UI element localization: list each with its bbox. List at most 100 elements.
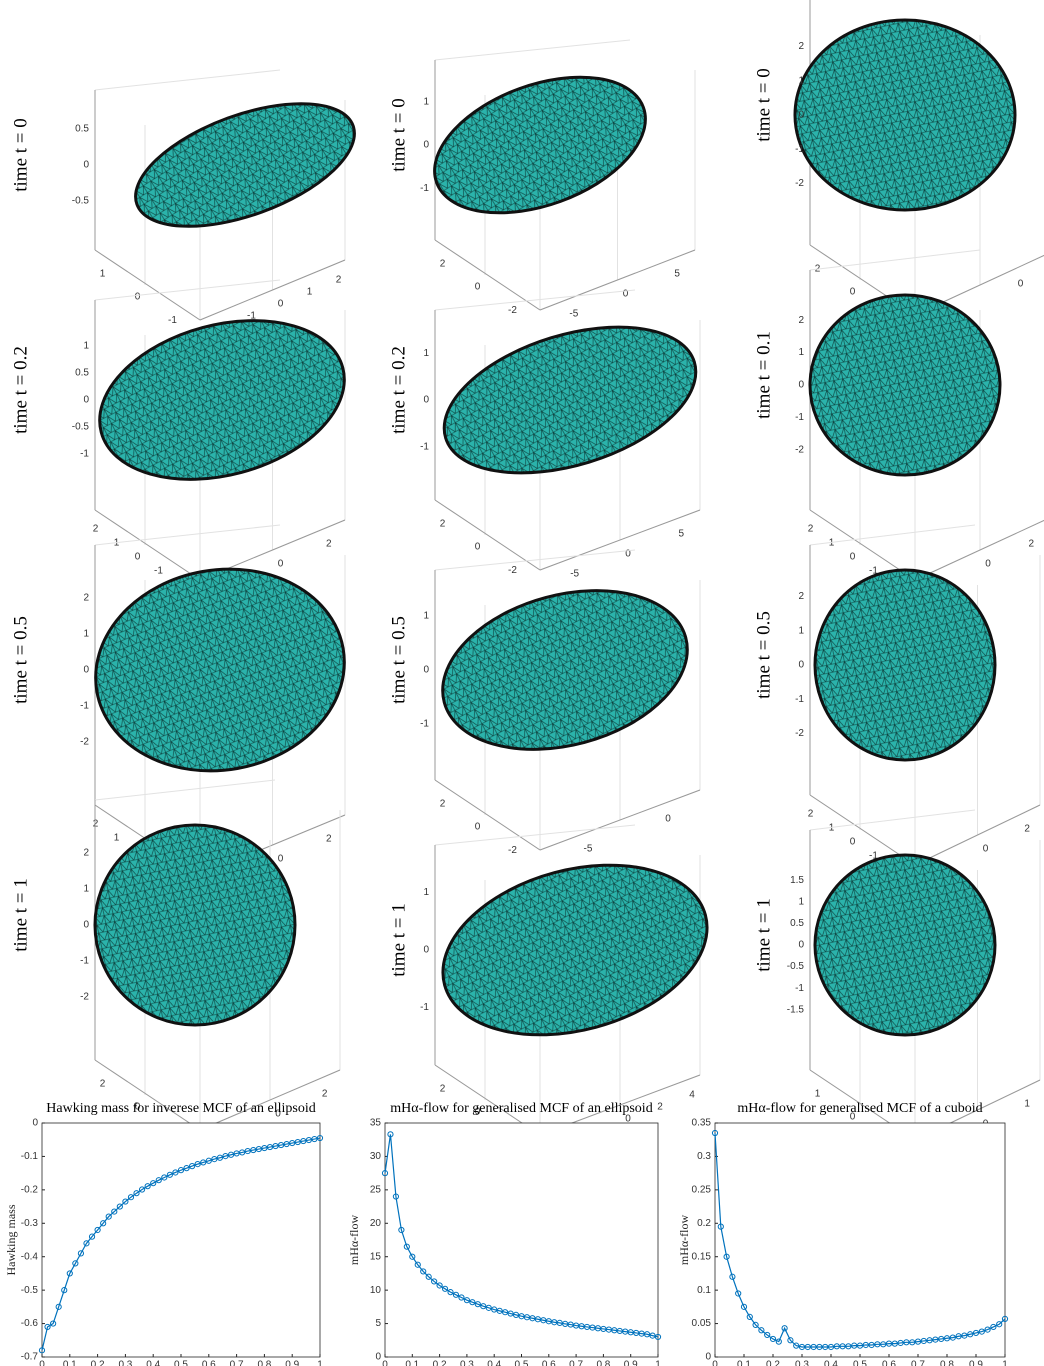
marker [491,1306,498,1313]
marker [387,1131,394,1138]
marker [746,1313,753,1320]
axis-line [434,779,541,851]
surface-panel: 10-120-2-4-2024time t = 1 [388,824,709,1149]
axis-grid [434,289,636,311]
chart-title: Hawking mass for inverese MCF of an elli… [46,1101,315,1116]
panel-label: time t = 0 [388,98,409,172]
z-tick-label: 1 [83,884,89,895]
axis-grid [94,524,281,546]
surface [98,319,346,481]
marker [133,1190,140,1197]
surface [441,589,689,751]
marker [822,1343,829,1351]
marker [244,1147,251,1155]
z-tick-label: 1 [798,347,804,358]
panel-label: time t = 1 [10,878,31,952]
chart-title: mHα-flow for generalised MCF of a cuboid [737,1101,982,1116]
marker [194,1161,201,1168]
y-tick-label: -1 [154,566,163,577]
marker [880,1341,887,1348]
x-tick-label: 0.9 [969,1360,983,1366]
surface [93,823,297,1027]
axis-grid [809,809,976,831]
x-tick-label: 5 [674,269,680,280]
marker [420,1268,427,1275]
y-tick-label: 0.15 [692,1251,712,1262]
axis-line [199,1069,341,1131]
axis-line [434,499,541,571]
x-tick-label: 0.9 [624,1360,638,1366]
marker [414,1261,421,1268]
surface [94,567,346,773]
marker [88,1233,96,1240]
z-tick-label: 0 [83,395,89,406]
marker [277,1141,285,1149]
y-tick-label: 2 [440,258,446,269]
marker [222,1152,229,1160]
z-tick-label: 0.5 [790,918,804,929]
z-tick-label: -1 [80,701,89,712]
y-tick-label: 0 [375,1352,381,1363]
marker [266,1143,274,1151]
surface [793,18,1017,212]
marker [227,1151,235,1158]
marker [485,1304,492,1311]
marker [316,1134,324,1142]
y-tick-label: 0 [135,1102,141,1113]
marker [735,1290,742,1297]
y-tick-label: 0 [850,552,856,563]
x-tick-label: 0.5 [853,1360,867,1366]
marker [798,1343,806,1351]
marker [463,1297,470,1304]
y-tick-label: 0 [475,542,481,553]
y-tick-label: -0.3 [21,1218,39,1229]
marker [775,1338,782,1345]
y-tick-label: 0.25 [692,1184,712,1195]
marker [166,1171,173,1178]
surface-panel: 210-1-220-2-202time t = 1 [10,779,341,1140]
marker [920,1337,927,1345]
x-tick-label: 1 [1024,1099,1030,1110]
marker [717,1223,724,1230]
marker [480,1303,487,1310]
marker [105,1213,112,1220]
z-tick-label: 0.5 [75,124,89,135]
axis-line [809,509,916,581]
x-tick-label: 0 [39,1360,45,1366]
x-tick-label: 0.2 [91,1360,105,1366]
x-tick-label: 2 [1029,539,1035,550]
axis-line [539,509,701,571]
y-tick-label: -0.7 [21,1352,39,1363]
marker [649,1332,656,1339]
marker [311,1135,318,1143]
z-tick-label: -1 [420,441,429,452]
marker [116,1203,123,1210]
marker [38,1347,46,1354]
z-tick-label: -1 [420,719,429,730]
marker [183,1165,190,1172]
z-tick-label: 2 [798,315,804,326]
marker [172,1169,179,1176]
z-tick-label: -2 [80,737,89,748]
x-tick-label: 0.6 [202,1360,216,1366]
z-tick-label: 0.5 [75,368,89,379]
y-tick-label: 35 [370,1118,382,1129]
panel-label: time t = 0.2 [10,346,31,434]
marker [144,1183,151,1190]
marker [452,1291,460,1298]
y-tick-label: 2 [93,819,99,830]
x-tick-label: 0.1 [405,1360,419,1366]
marker [100,1220,107,1227]
x-tick-label: 0 [665,814,671,825]
y-tick-label: 15 [370,1251,382,1262]
y-tick-label: 0 [850,837,856,848]
x-tick-label: 1 [1002,1360,1008,1366]
z-tick-label: 0 [423,140,429,151]
marker [810,1343,817,1351]
y-tick-label: -2 [508,565,517,576]
z-tick-label: 1 [798,625,804,636]
x-tick-label: 2 [1024,824,1030,835]
marker [932,1336,939,1343]
z-tick-label: 0 [83,160,89,171]
x-tick-label: -1 [247,311,256,322]
